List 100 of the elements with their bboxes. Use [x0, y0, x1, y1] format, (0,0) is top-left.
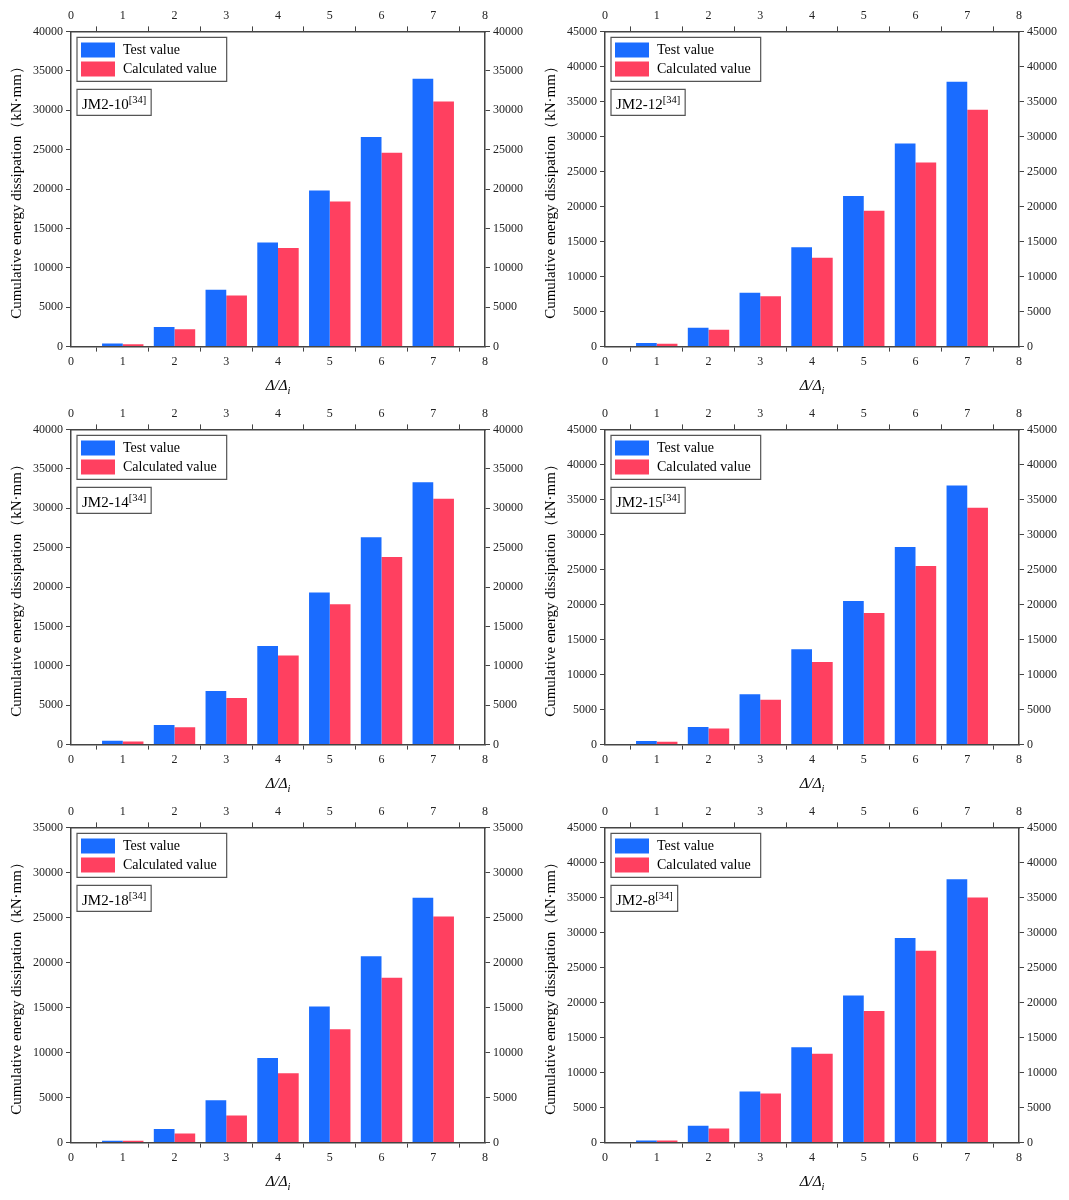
bar	[708, 329, 730, 347]
x2-tick-label: 1	[119, 804, 126, 819]
bar	[278, 248, 299, 347]
y-tick-label: 20000	[567, 198, 597, 213]
y-tick-label: 5000	[39, 299, 63, 314]
y-tick-label: 25000	[33, 539, 63, 554]
bar	[863, 210, 885, 347]
bar	[739, 1091, 761, 1143]
x2-tick-label: 4	[275, 406, 281, 421]
y-axis-title: Cumulative energy dissipation（kN·mm）	[541, 457, 558, 717]
y2-tick-label: 15000	[493, 220, 523, 235]
bar	[309, 190, 330, 347]
bar	[894, 547, 916, 745]
x-tick-label: 2	[705, 1149, 712, 1164]
x2-tick-label: 3	[757, 804, 764, 819]
y2-tick-label: 0	[493, 1134, 499, 1149]
x-tick-label: 1	[119, 751, 126, 766]
y-tick-label: 10000	[33, 1044, 63, 1059]
bar	[708, 1128, 730, 1143]
x2-tick-label: 0	[602, 804, 608, 819]
y2-tick-label: 0	[493, 736, 499, 751]
x2-tick-label: 4	[809, 8, 815, 23]
y-tick-label: 10000	[33, 657, 63, 672]
bar	[791, 649, 812, 745]
y-axis-title: Cumulative energy dissipation（kN·mm）	[7, 59, 24, 319]
y2-tick-label: 15000	[493, 999, 523, 1014]
x-tick-label: 8	[482, 353, 488, 368]
x-tick-label: 8	[482, 1149, 488, 1164]
bar	[329, 1029, 351, 1143]
bar	[278, 1073, 299, 1143]
x2-tick-label: 1	[119, 8, 126, 23]
bar	[226, 295, 247, 347]
legend-label: Test value	[657, 440, 714, 456]
bar	[433, 916, 454, 1143]
y-tick-label: 0	[57, 338, 63, 353]
bar	[360, 136, 382, 347]
y2-tick-label: 15000	[1027, 1029, 1057, 1044]
y2-tick-label: 0	[1027, 736, 1033, 751]
y-axis-title: Cumulative energy dissipation（kN·mm）	[541, 855, 558, 1115]
bar	[153, 326, 175, 347]
bar	[915, 162, 937, 347]
x2-tick-label: 2	[171, 804, 178, 819]
x-tick-label: 2	[171, 1149, 178, 1164]
bar	[863, 612, 885, 745]
y2-tick-label: 25000	[1027, 959, 1057, 974]
x-tick-label: 5	[326, 1149, 333, 1164]
y2-tick-label: 30000	[493, 102, 523, 117]
x-tick-label: 0	[602, 751, 608, 766]
y-tick-label: 45000	[567, 819, 597, 834]
legend-label: Test value	[123, 838, 180, 854]
y2-tick-label: 45000	[1027, 819, 1057, 834]
x-tick-label: 8	[1016, 1149, 1022, 1164]
y2-tick-label: 40000	[493, 421, 523, 436]
x-tick-label: 0	[602, 1149, 608, 1164]
x2-tick-label: 2	[171, 8, 178, 23]
x2-tick-label: 8	[482, 804, 488, 819]
bar	[257, 646, 278, 745]
bar	[226, 698, 247, 745]
y-tick-label: 45000	[567, 421, 597, 436]
y2-tick-label: 10000	[493, 1044, 523, 1059]
y2-tick-label: 20000	[493, 579, 523, 594]
y2-tick-label: 10000	[493, 259, 523, 274]
y-tick-label: 0	[591, 1134, 597, 1149]
x-tick-label: 4	[275, 353, 281, 368]
bar	[739, 694, 761, 745]
x2-tick-label: 2	[171, 406, 178, 421]
x2-tick-label: 3	[223, 8, 230, 23]
x2-tick-label: 3	[223, 804, 230, 819]
y-tick-label: 10000	[33, 259, 63, 274]
bar	[381, 977, 403, 1143]
y-tick-label: 10000	[567, 1064, 597, 1079]
bar	[205, 289, 227, 347]
x2-tick-label: 3	[757, 8, 764, 23]
y2-tick-label: 40000	[1027, 854, 1057, 869]
y2-tick-label: 30000	[1027, 128, 1057, 143]
y2-tick-label: 15000	[493, 618, 523, 633]
x-tick-label: 0	[68, 1149, 74, 1164]
x2-tick-label: 5	[326, 406, 333, 421]
y2-tick-label: 25000	[493, 539, 523, 554]
legend-label: Calculated value	[123, 857, 217, 873]
x-tick-label: 2	[705, 353, 712, 368]
x-tick-label: 4	[275, 751, 281, 766]
x2-tick-label: 5	[860, 8, 867, 23]
bar	[791, 247, 812, 347]
y-tick-label: 25000	[567, 163, 597, 178]
y2-tick-label: 0	[1027, 338, 1033, 353]
bar	[946, 81, 968, 347]
y-tick-label: 0	[57, 1134, 63, 1149]
bar	[309, 1006, 330, 1143]
x-tick-label: 1	[653, 353, 660, 368]
x-tick-label: 4	[809, 751, 815, 766]
y2-tick-label: 35000	[493, 62, 523, 77]
x-tick-label: 8	[482, 751, 488, 766]
x2-tick-label: 0	[602, 8, 608, 23]
y-tick-label: 30000	[567, 924, 597, 939]
y-tick-label: 0	[591, 736, 597, 751]
x-tick-label: 1	[653, 1149, 660, 1164]
x-tick-label: 6	[912, 751, 919, 766]
x-tick-label: 3	[757, 353, 764, 368]
bar	[812, 1053, 833, 1143]
